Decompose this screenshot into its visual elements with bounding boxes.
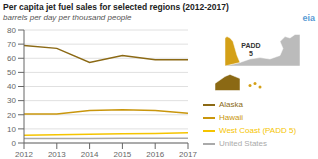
svg-text:40: 40 (8, 82, 17, 91)
svg-text:2015: 2015 (114, 150, 132, 159)
svg-text:80: 80 (8, 26, 17, 35)
html-text:eia: eia (302, 13, 315, 23)
svg-text:2017: 2017 (179, 150, 197, 159)
html-text:Per capita jet fuel sales for: Per capita jet fuel sales for selected r… (3, 2, 229, 12)
svg-text:60: 60 (8, 54, 17, 63)
html-text:United States: United States (219, 139, 267, 148)
svg-text:2014: 2014 (81, 150, 99, 159)
svg-text:2012: 2012 (15, 150, 33, 159)
svg-text:20: 20 (8, 111, 17, 120)
svg-text:2016: 2016 (146, 150, 164, 159)
html-text:Hawaii: Hawaii (219, 113, 243, 122)
svg-text:50: 50 (8, 68, 17, 77)
html-text:Alaska: Alaska (219, 100, 243, 109)
svg-text:PADD5: PADD5 (241, 42, 260, 57)
svg-text:0: 0 (12, 139, 17, 148)
svg-text:10: 10 (8, 125, 17, 134)
svg-text:70: 70 (8, 40, 17, 49)
html-text:West Coast (PADD 5): West Coast (PADD 5) (219, 126, 297, 135)
svg-text:2013: 2013 (48, 150, 66, 159)
html-text:barrels per day per thousand p: barrels per day per thousand people (3, 13, 132, 22)
svg-text:30: 30 (8, 96, 17, 105)
